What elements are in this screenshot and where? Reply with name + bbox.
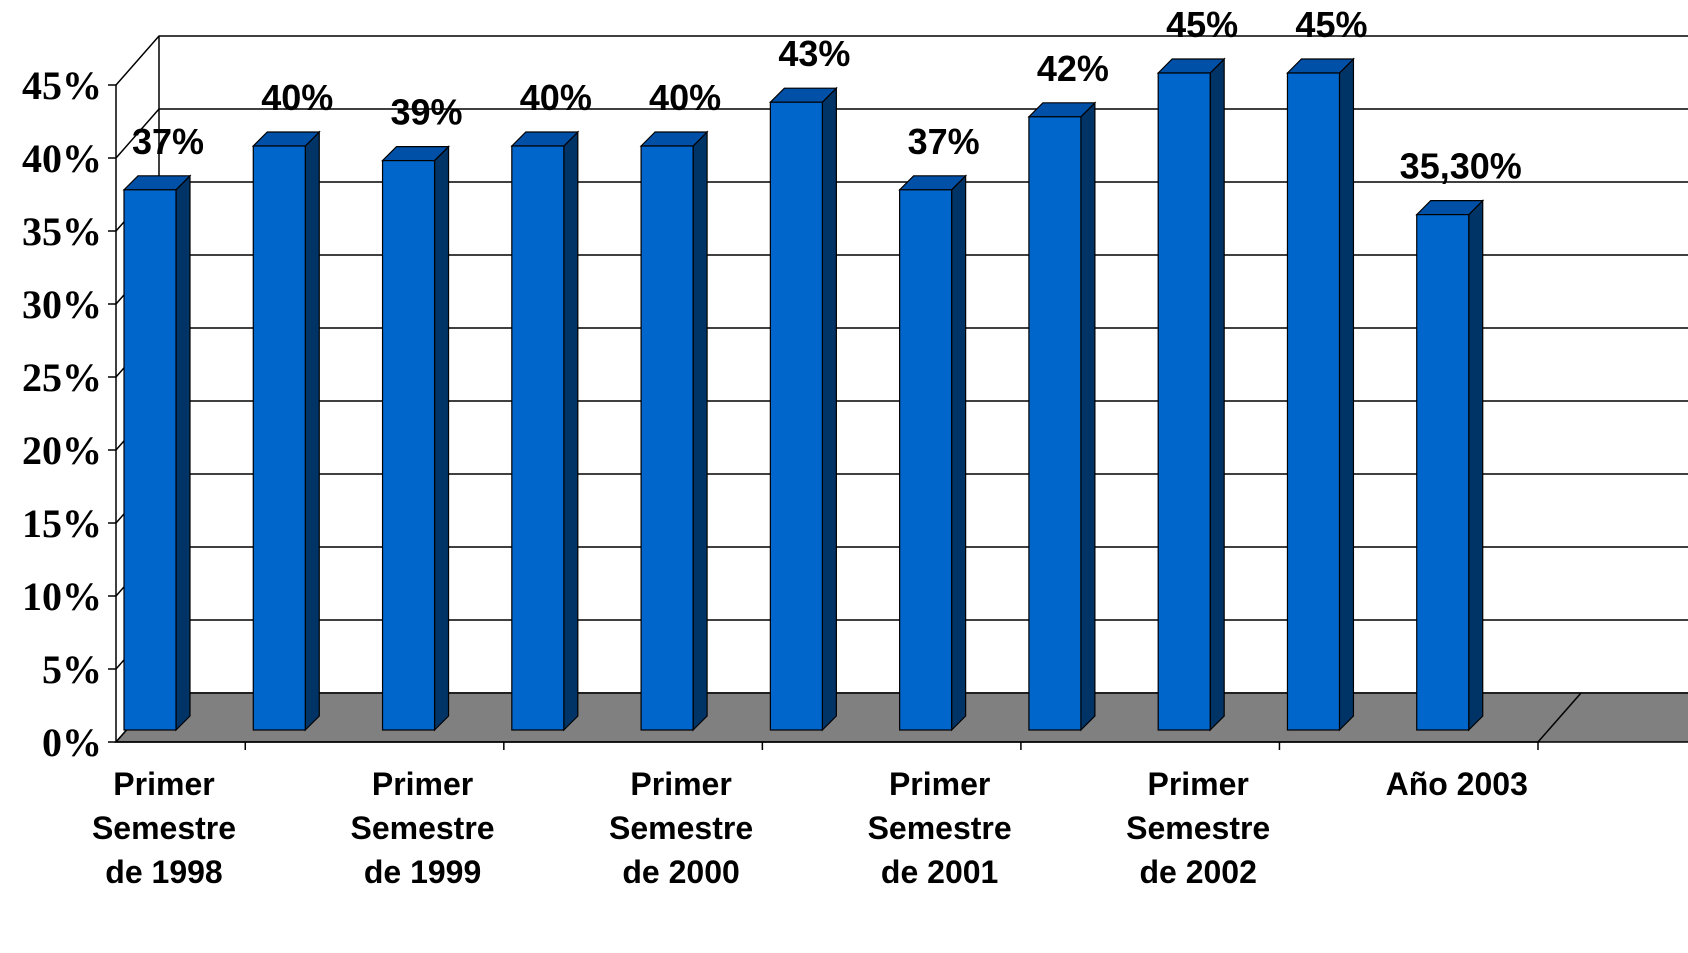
- category-label: Primer Semestre de 2000: [609, 766, 753, 890]
- y-tick-label: 15%: [22, 501, 102, 546]
- category-label-line: Primer: [372, 766, 473, 802]
- axes: [108, 84, 1582, 750]
- bar-side: [563, 130, 579, 732]
- bar-front: [769, 101, 823, 731]
- gridline: [115, 35, 1688, 86]
- floor-right-edge: [1537, 692, 1582, 743]
- bar-side: [1209, 57, 1225, 732]
- bar-front: [252, 145, 306, 731]
- y-tick-label: 10%: [22, 574, 102, 619]
- category-label-line: de 1999: [364, 854, 481, 890]
- data-label: 42%: [1037, 48, 1109, 89]
- bar-front: [1028, 116, 1082, 731]
- data-label: 45%: [1166, 4, 1238, 45]
- data-label: 37%: [908, 121, 980, 162]
- category-label-line: de 2002: [1139, 854, 1256, 890]
- category-label-line: de 2001: [881, 854, 998, 890]
- bar: [1286, 57, 1355, 732]
- category-label: Primer Semestre de 2001: [868, 766, 1012, 890]
- data-label: 43%: [778, 33, 850, 74]
- bars: [122, 57, 1485, 732]
- category-label-line: Semestre: [868, 810, 1012, 846]
- y-tick-label: 25%: [22, 355, 102, 400]
- data-label: 39%: [391, 92, 463, 133]
- data-label: 35,30%: [1400, 146, 1522, 187]
- bar-front: [1416, 214, 1470, 731]
- category-label: Año 2003: [1386, 766, 1528, 802]
- bar-side: [692, 130, 708, 732]
- bar-front: [381, 160, 436, 731]
- bar-side: [1080, 101, 1096, 732]
- category-label: Primer Semestre de 1998: [92, 766, 236, 890]
- bar: [1156, 57, 1226, 732]
- bar-side: [175, 174, 191, 732]
- bar-side: [304, 130, 320, 732]
- x-axis-category-labels: Primer Semestre de 1998 Primer Semestre de 19…: [92, 766, 1528, 890]
- y-tick-label: 40%: [22, 136, 102, 181]
- y-tick-label: 30%: [22, 282, 102, 327]
- data-label: 40%: [649, 77, 721, 118]
- bar: [898, 174, 968, 732]
- bar: [768, 86, 838, 732]
- y-tick-label: 45%: [22, 63, 102, 108]
- y-tick-label: 5%: [42, 647, 102, 692]
- bar-front: [511, 145, 565, 731]
- category-label-line: de 2000: [622, 854, 739, 890]
- bar: [1415, 199, 1485, 732]
- category-label-line: Semestre: [92, 810, 236, 846]
- bar-side: [821, 86, 837, 732]
- bar: [122, 174, 192, 732]
- bar-side: [1468, 199, 1484, 732]
- data-label: 40%: [520, 77, 592, 118]
- bar-front: [640, 145, 694, 731]
- y-axis-tick-labels: 0% 5% 10% 15% 20% 25% 30% 35% 40% 45%: [22, 63, 102, 765]
- category-label: Primer Semestre de 2002: [1126, 766, 1270, 890]
- bar-side: [1338, 57, 1355, 732]
- bar-front: [899, 189, 953, 731]
- bar-side: [951, 174, 967, 732]
- bar-front: [1286, 72, 1341, 731]
- y-tick-label: 35%: [22, 209, 102, 254]
- category-label-line: Primer: [113, 766, 214, 802]
- data-label: 40%: [261, 77, 333, 118]
- y-tick-label: 0%: [42, 720, 102, 765]
- bar: [639, 130, 709, 732]
- category-label: Primer Semestre de 1999: [350, 766, 494, 890]
- bar-front: [123, 189, 177, 731]
- category-label-line: Primer: [889, 766, 990, 802]
- category-label-line: Año 2003: [1386, 766, 1528, 802]
- bar: [510, 130, 580, 732]
- y-tick-label: 20%: [22, 428, 102, 473]
- category-label-line: Primer: [630, 766, 731, 802]
- category-label-line: Semestre: [1126, 810, 1270, 846]
- data-label: 45%: [1295, 4, 1367, 45]
- category-label-line: de 1998: [105, 854, 222, 890]
- category-label-line: Primer: [1147, 766, 1248, 802]
- category-label-line: Semestre: [350, 810, 494, 846]
- bar-front: [1157, 72, 1211, 731]
- data-labels: 37% 40% 39% 40% 40% 43% 37% 42% 45% 45% 35,30%: [132, 4, 1522, 187]
- bar: [251, 130, 321, 732]
- bar: [381, 145, 450, 732]
- data-label: 37%: [132, 121, 204, 162]
- bar: [1027, 101, 1097, 732]
- category-label-line: Semestre: [609, 810, 753, 846]
- bar-side: [433, 145, 450, 732]
